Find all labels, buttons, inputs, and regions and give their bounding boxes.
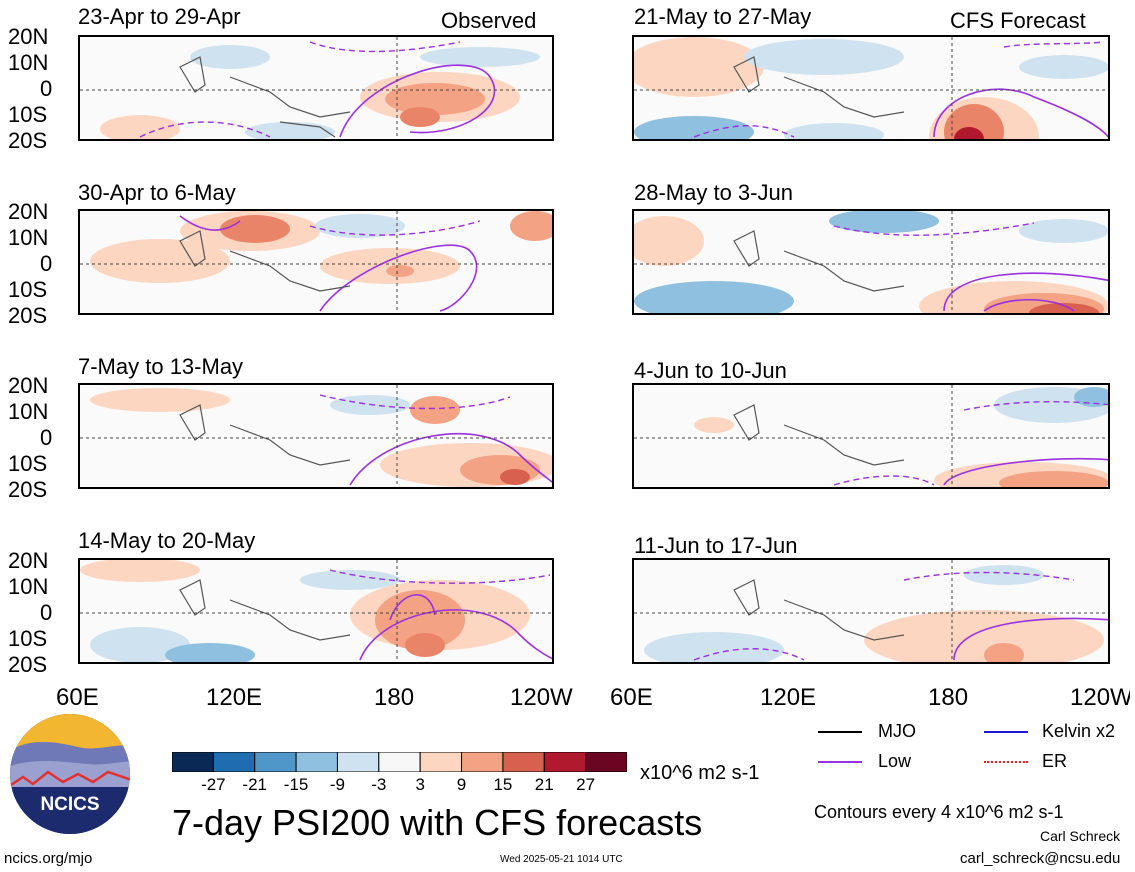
lon-label: 180 (374, 684, 415, 711)
colorbar (171, 751, 628, 773)
main-title: 7-day PSI200 with CFS forecasts (172, 802, 703, 843)
lat-label: 10N (8, 50, 49, 75)
panel-title-3: 30-Apr to 6-May (78, 180, 236, 205)
site-link[interactable]: ncics.org/mjo (4, 850, 93, 867)
lat-label: 10N (8, 574, 49, 599)
legend-kelvin-label: Kelvin x2 (1042, 721, 1116, 741)
map-panel-3 (78, 209, 554, 315)
legend-er-label: ER (1042, 751, 1068, 771)
author-email[interactable]: carl_schreck@ncsu.edu (960, 850, 1121, 867)
colorbar-tick-label: 27 (576, 775, 596, 794)
colorbar-units: x10^6 m2 s-1 (640, 762, 760, 784)
map-panel-8 (632, 558, 1110, 664)
colorbar-swatch (543, 751, 587, 773)
lon-label: 120W (510, 684, 573, 711)
colorbar-swatch (502, 751, 545, 773)
ncics-logo: NCICS (8, 712, 132, 836)
lat-label: 20S (8, 303, 48, 328)
lon-label: 60E (610, 684, 653, 711)
panel-tag-forecast: CFS Forecast (950, 8, 1086, 33)
timestamp: Wed 2025-05-21 1014 UTC (500, 854, 623, 865)
panel-title-4: 28-May to 3-Jun (634, 180, 793, 205)
legend-kelvin-line (984, 731, 1028, 733)
lat-label: 0 (40, 600, 53, 625)
legend-er-line (984, 761, 1028, 765)
legend-low-line (818, 761, 862, 763)
colorbar-tick-label: -9 (329, 775, 346, 794)
legend-mjo-label: MJO (878, 721, 916, 741)
colorbar-tick-label: 3 (415, 775, 425, 794)
panel-title-2: 21-May to 27-May (634, 4, 812, 29)
colorbar-tick-label: -15 (283, 775, 309, 794)
author-name: Carl Schreck (1040, 828, 1121, 844)
lon-label: 180 (928, 684, 969, 711)
legend-mjo-line (818, 731, 862, 733)
colorbar-swatch (254, 751, 297, 773)
logo-text: NCICS (40, 794, 99, 815)
lat-label: 20S (8, 652, 48, 677)
panel-tag-observed: Observed (441, 8, 537, 33)
map-panel-7 (78, 558, 554, 664)
lat-label: 0 (40, 251, 53, 276)
lon-label: 120E (760, 684, 817, 711)
colorbar-swatch (171, 751, 214, 773)
lat-label: 0 (40, 425, 53, 450)
colorbar-swatch (378, 751, 421, 773)
lat-label: 10S (8, 277, 48, 302)
colorbar-tick-label: 15 (493, 775, 513, 794)
map-panel-1 (78, 35, 554, 141)
map-panel-2 (632, 35, 1110, 141)
legend-low-label: Low (878, 751, 912, 771)
colorbar-tick-label: -21 (242, 775, 267, 794)
panel-title-5: 7-May to 13-May (78, 354, 244, 379)
lat-label: 10N (8, 399, 49, 424)
contour-note: Contours every 4 x10^6 m2 s-1 (814, 802, 1064, 822)
lon-label: 60E (56, 684, 99, 711)
colorbar-tick-label: -3 (371, 775, 387, 794)
colorbar-swatch (585, 751, 628, 773)
colorbar-swatch (212, 751, 256, 773)
lat-label: 20S (8, 128, 48, 153)
lon-label: 120W (1070, 686, 1130, 710)
colorbar-tick-label: 9 (456, 775, 467, 794)
colorbar-tick-label: -27 (201, 775, 226, 794)
colorbar-swatch (295, 751, 338, 773)
colorbar-swatch (336, 751, 380, 773)
lat-label: 10S (8, 451, 48, 476)
lat-label: 20N (8, 548, 49, 573)
panel-title-6: 4-Jun to 10-Jun (634, 358, 787, 383)
colorbar-swatch (461, 751, 504, 773)
lat-label: 10N (8, 225, 49, 250)
lat-label: 0 (40, 76, 53, 101)
lat-label: 20N (8, 24, 49, 49)
colorbar-tick-label: 21 (534, 775, 554, 794)
lat-label: 20N (8, 199, 49, 224)
panel-title-7: 14-May to 20-May (78, 528, 256, 553)
lat-label: 20S (8, 477, 48, 502)
colorbar-swatch (419, 751, 463, 773)
lon-label: 120E (206, 684, 263, 711)
lat-label: 20N (8, 373, 49, 398)
legend: MJO Kelvin x2 Low ER (812, 718, 1130, 782)
panel-title-8: 11-Jun to 17-Jun (634, 533, 798, 558)
panel-title-1: 23-Apr to 29-Apr (78, 4, 241, 29)
map-panel-5 (78, 383, 554, 489)
lat-label: 10S (8, 626, 48, 651)
map-panel-4 (632, 209, 1110, 315)
map-panel-6 (632, 383, 1110, 489)
lat-label: 10S (8, 102, 48, 127)
